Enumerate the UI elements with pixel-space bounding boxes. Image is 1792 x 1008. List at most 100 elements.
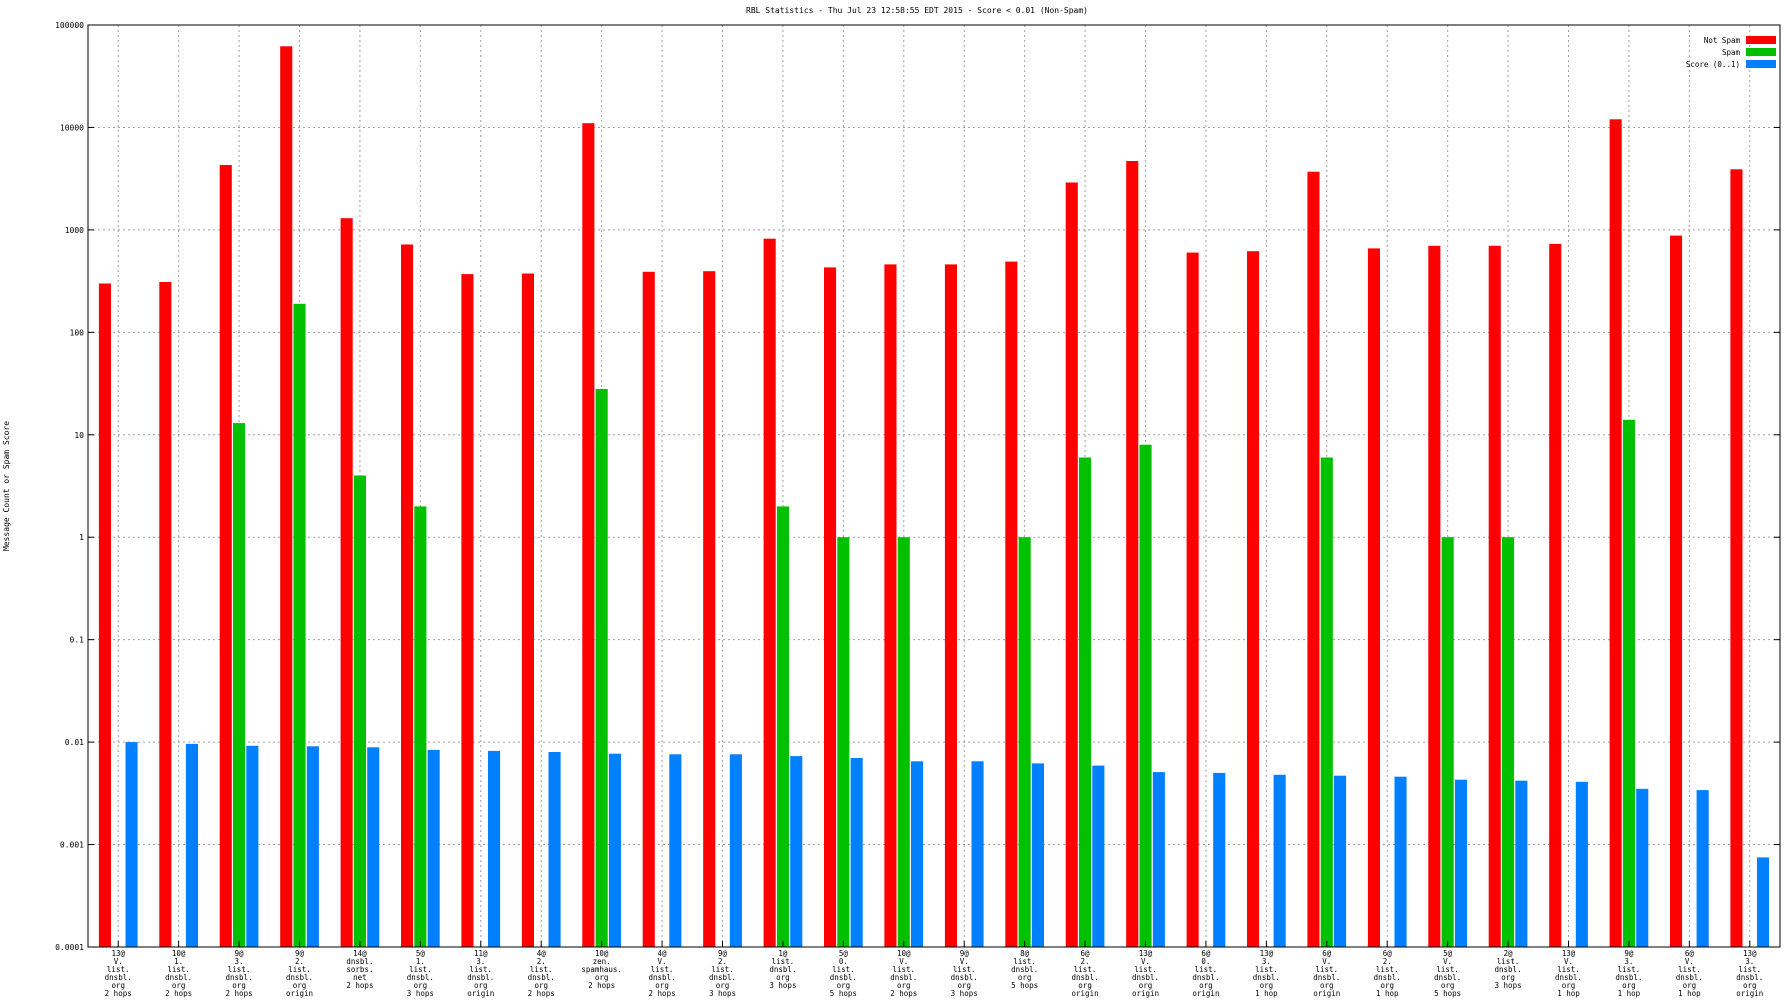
x-tick-label-line: list. bbox=[167, 965, 190, 974]
x-tick-label-line: org bbox=[1018, 973, 1032, 982]
x-tick-label-line: list. bbox=[892, 965, 915, 974]
x-tick-label-line: org bbox=[1078, 981, 1092, 990]
x-tick-label-line: 1 hop bbox=[1678, 989, 1701, 998]
x-tick-label-line: 13@ bbox=[1743, 949, 1757, 958]
x-tick-label-line: org bbox=[1562, 981, 1576, 990]
bar-not-spam-18 bbox=[1186, 252, 1199, 948]
x-tick-label-line: org bbox=[232, 981, 246, 990]
x-tick-label: 5@ 0. list. dnsbl. org 5 hops bbox=[830, 949, 857, 998]
x-tick-label-line: 2@ bbox=[1504, 949, 1514, 958]
x-tick-label-line: 2 hops bbox=[346, 981, 373, 990]
x-tick-label-line: list. bbox=[228, 965, 251, 974]
x-tick-label-line: org bbox=[897, 981, 911, 990]
bar-not-spam-17 bbox=[1126, 161, 1139, 947]
x-tick-label: 9@ 3. list. dnsbl. org 2 hops bbox=[226, 949, 253, 998]
x-tick-label-line: V. bbox=[1443, 957, 1452, 966]
x-tick-label-line: dnsbl. bbox=[165, 973, 192, 982]
bar-spam-15 bbox=[1018, 537, 1031, 947]
x-tick-label-line: list. bbox=[409, 965, 432, 974]
x-tick-label-line: 2. bbox=[295, 957, 304, 966]
bar-spam-13 bbox=[897, 537, 910, 947]
x-tick-label-line: V. bbox=[1322, 957, 1331, 966]
x-tick-label-line: org bbox=[1441, 981, 1455, 990]
y-tick-label: 10000 bbox=[60, 123, 84, 132]
x-tick-label: 13@ V. list. dnsbl. org 1 hop bbox=[1555, 949, 1582, 998]
bar-not-spam-20 bbox=[1307, 171, 1320, 947]
bar-spam-3 bbox=[293, 303, 306, 947]
bar-score-0-1-17 bbox=[1152, 772, 1165, 947]
bar-score-0-1-13 bbox=[911, 761, 924, 947]
x-tick-label-line: org bbox=[1139, 981, 1153, 990]
y-tick-label: 100 bbox=[70, 328, 85, 337]
x-tick-label-line: 5@ bbox=[1443, 949, 1453, 958]
x-tick-label: 11@ 3. list. dnsbl. org origin bbox=[467, 949, 494, 998]
bar-not-spam-25 bbox=[1609, 119, 1622, 948]
bar-spam-5 bbox=[414, 506, 427, 947]
x-tick-label: 4@ V. list. dnsbl. org 2 hops bbox=[649, 949, 676, 998]
x-tick-label: 13@ V. list. dnsbl. org 2 hops bbox=[105, 949, 132, 998]
bar-not-spam-11 bbox=[763, 238, 776, 947]
x-tick-label: 2@ list. dnsbl. org 3 hops bbox=[1495, 949, 1522, 990]
bar-score-0-1-25 bbox=[1636, 788, 1649, 947]
bar-score-0-1-4 bbox=[367, 747, 380, 947]
x-tick-label-line: list. bbox=[711, 965, 734, 974]
x-tick-label-line: org bbox=[776, 973, 790, 982]
x-tick-label-line: 3. bbox=[235, 957, 244, 966]
bar-not-spam-5 bbox=[401, 244, 414, 947]
bar-score-0-1-5 bbox=[427, 749, 440, 947]
x-tick-label-line: dnsbl. bbox=[226, 973, 253, 982]
x-tick-label-line: 3 hops bbox=[407, 989, 434, 998]
x-tick-label-line: list. bbox=[1497, 957, 1520, 966]
x-tick-label-line: list. bbox=[1618, 965, 1641, 974]
x-tick-label-line: 13@ bbox=[1139, 949, 1153, 958]
x-tick-label-line: V. bbox=[658, 957, 667, 966]
legend-swatch bbox=[1746, 48, 1776, 56]
x-tick-label-line: 2 hops bbox=[165, 989, 192, 998]
bar-score-0-1-11 bbox=[790, 756, 803, 947]
x-tick-label-line: org bbox=[534, 981, 548, 990]
bar-score-0-1-1 bbox=[185, 743, 198, 947]
x-tick-label-line: 8@ bbox=[1020, 949, 1030, 958]
x-tick-label-line: dnsbl. bbox=[286, 973, 313, 982]
bar-score-0-1-9 bbox=[669, 754, 682, 947]
x-tick-label-line: 3 hops bbox=[1495, 981, 1522, 990]
bar-not-spam-26 bbox=[1670, 235, 1683, 948]
x-tick-label-line: V. bbox=[1685, 957, 1694, 966]
legend-label: Score (0..1) bbox=[1686, 60, 1740, 69]
x-tick-label-line: 10@ bbox=[172, 949, 186, 958]
legend-label: Spam bbox=[1722, 48, 1741, 57]
x-tick-label-line: V. bbox=[960, 957, 969, 966]
x-tick-label-line: 1 hop bbox=[1255, 989, 1278, 998]
x-tick-label-line: 9@ bbox=[718, 949, 728, 958]
x-tick-label-line: 3 hops bbox=[769, 981, 796, 990]
x-tick-label-line: 5 hops bbox=[830, 989, 857, 998]
x-tick-label-line: 9@ bbox=[295, 949, 305, 958]
x-tick-label-line: list. bbox=[1013, 957, 1036, 966]
bar-score-0-1-18 bbox=[1213, 772, 1226, 947]
x-tick-label-line: org bbox=[655, 981, 669, 990]
x-tick-label-line: org bbox=[716, 981, 730, 990]
x-tick-label-line: 1 hop bbox=[1376, 989, 1399, 998]
x-tick-label-line: dnsbl. bbox=[1072, 973, 1099, 982]
x-tick-label-line: org bbox=[1380, 981, 1394, 990]
x-tick-label-line: 9@ bbox=[1624, 949, 1634, 958]
y-tick-label: 1 bbox=[79, 533, 84, 542]
x-tick-label-line: dnsbl. bbox=[528, 973, 555, 982]
y-tick-label: 1000 bbox=[65, 226, 84, 235]
x-tick-label-line: dnsbl. bbox=[1011, 965, 1038, 974]
x-tick-label-line: 6@ bbox=[1201, 949, 1211, 958]
bar-spam-16 bbox=[1079, 457, 1092, 947]
x-tick-label-line: 4@ bbox=[537, 949, 547, 958]
x-tick-label: 4@ 2. list. dnsbl. org 2 hops bbox=[528, 949, 555, 998]
x-tick-label-line: sorbs. bbox=[346, 965, 373, 974]
bar-score-0-1-14 bbox=[971, 761, 984, 947]
y-tick-label: 0.0001 bbox=[55, 943, 84, 952]
x-tick-label-line: list. bbox=[953, 965, 976, 974]
x-tick-label: 9@ V. list. dnsbl. org 3 hops bbox=[951, 949, 978, 998]
bar-score-0-1-2 bbox=[246, 745, 259, 947]
x-tick-label-line: dnsbl. bbox=[1676, 973, 1703, 982]
bar-score-0-1-22 bbox=[1454, 779, 1467, 947]
x-tick-label-line: org bbox=[1683, 981, 1697, 990]
x-tick-label-line: 1 hop bbox=[1557, 989, 1580, 998]
x-tick-label-line: dnsbl. bbox=[467, 973, 494, 982]
